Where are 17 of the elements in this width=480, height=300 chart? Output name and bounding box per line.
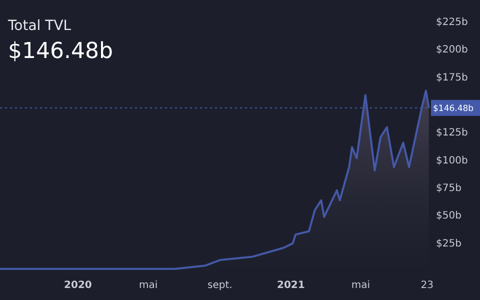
y-tick-label: $25b xyxy=(436,238,462,250)
ref-line-label: $146.48b xyxy=(433,104,474,114)
y-tick-label: $75b xyxy=(436,183,462,194)
x-tick-label: sept. xyxy=(208,280,232,291)
text: Total TVL xyxy=(7,18,72,34)
x-tick-label: 23 xyxy=(420,280,434,291)
x-tick-label: 2020 xyxy=(64,280,92,291)
text: $146.48b xyxy=(8,39,113,64)
x-tick-label: mai xyxy=(139,280,158,291)
y-tick-label: $175b xyxy=(436,72,468,84)
x-tick-label: mai xyxy=(351,280,370,291)
x-tick-label: 2021 xyxy=(277,280,305,291)
y-tick-label: $200b xyxy=(436,44,468,56)
y-tick-label: $50b xyxy=(436,210,462,222)
y-tick-label: $100b xyxy=(436,155,468,166)
y-tick-label: $225b xyxy=(436,17,468,28)
y-tick-label: $125b xyxy=(436,128,468,139)
